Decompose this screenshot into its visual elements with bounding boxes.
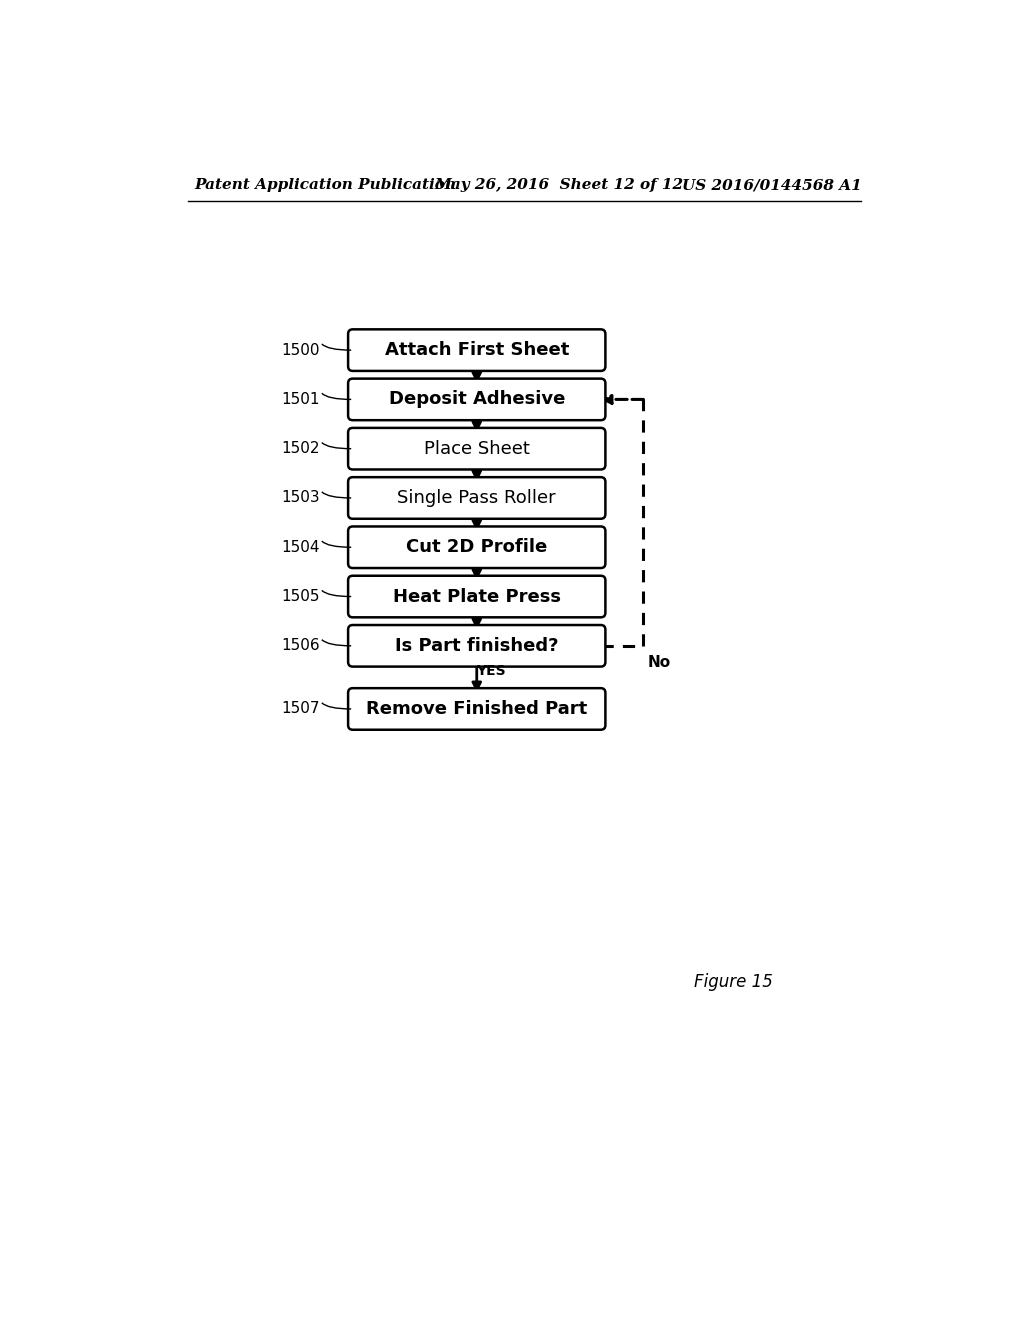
Text: Heat Plate Press: Heat Plate Press xyxy=(393,587,561,606)
Text: Figure 15: Figure 15 xyxy=(693,973,773,991)
Text: 1500: 1500 xyxy=(282,343,321,358)
FancyBboxPatch shape xyxy=(348,330,605,371)
Text: May 26, 2016  Sheet 12 of 12: May 26, 2016 Sheet 12 of 12 xyxy=(434,178,683,193)
Text: Single Pass Roller: Single Pass Roller xyxy=(397,488,556,507)
Text: Patent Application Publication: Patent Application Publication xyxy=(194,178,456,193)
FancyBboxPatch shape xyxy=(348,626,605,667)
Text: 1501: 1501 xyxy=(282,392,321,407)
Text: Cut 2D Profile: Cut 2D Profile xyxy=(407,539,548,556)
Text: 1505: 1505 xyxy=(282,589,321,605)
FancyBboxPatch shape xyxy=(348,379,605,420)
Text: Attach First Sheet: Attach First Sheet xyxy=(385,341,569,359)
FancyBboxPatch shape xyxy=(348,688,605,730)
Text: Is Part finished?: Is Part finished? xyxy=(395,636,558,655)
FancyBboxPatch shape xyxy=(348,527,605,568)
Text: 1506: 1506 xyxy=(282,639,321,653)
FancyBboxPatch shape xyxy=(348,576,605,618)
Text: Deposit Adhesive: Deposit Adhesive xyxy=(388,391,565,408)
Text: 1502: 1502 xyxy=(282,441,321,457)
Text: YES: YES xyxy=(476,664,506,678)
FancyBboxPatch shape xyxy=(348,478,605,519)
Text: 1503: 1503 xyxy=(282,491,321,506)
FancyBboxPatch shape xyxy=(348,428,605,470)
Text: Place Sheet: Place Sheet xyxy=(424,440,529,458)
Text: 1507: 1507 xyxy=(282,701,321,717)
Text: US 2016/0144568 A1: US 2016/0144568 A1 xyxy=(682,178,862,193)
Text: No: No xyxy=(648,655,671,671)
Text: Remove Finished Part: Remove Finished Part xyxy=(367,700,588,718)
Text: 1504: 1504 xyxy=(282,540,321,554)
